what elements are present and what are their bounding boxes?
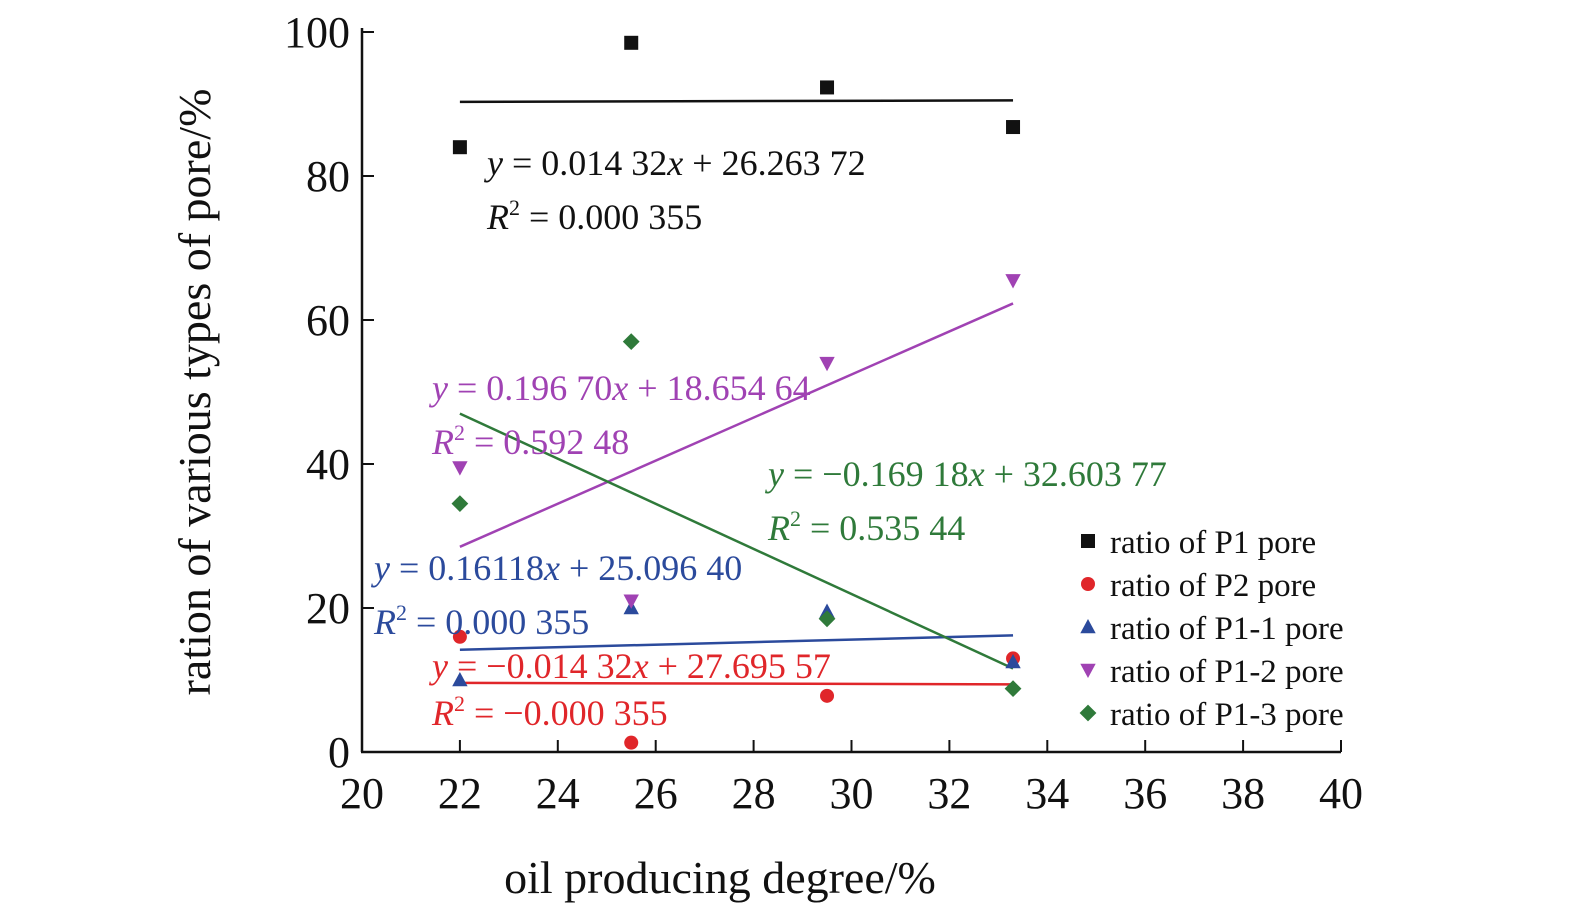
x-tick-label: 34 — [1025, 769, 1069, 818]
svg-text:R2 = 0.000 355: R2 = 0.000 355 — [486, 195, 702, 237]
trendline-3 — [459, 302, 1014, 548]
data-point-s3-0 — [452, 461, 468, 476]
equation-p1-3: y = −0.169 18x + 32.603 77 R2 = 0.535 44 — [765, 454, 1167, 548]
y-axis-title: ration of various types of pore/% — [169, 89, 220, 696]
x-tick-label: 40 — [1319, 769, 1363, 818]
trendline-4 — [459, 412, 1014, 670]
x-tick-label: 24 — [536, 769, 580, 818]
legend-label: ratio of P1-1 pore — [1110, 611, 1344, 647]
legend-marker — [1079, 704, 1097, 722]
data-point-s4-3 — [1004, 680, 1022, 698]
svg-text:R2 = 0.592 48: R2 = 0.592 48 — [431, 420, 629, 462]
svg-text:R2 = 0.000 355: R2 = 0.000 355 — [373, 600, 589, 642]
x-tick-label: 22 — [438, 769, 482, 818]
y-tick-label: 100 — [284, 8, 350, 57]
y-tick-label: 20 — [306, 584, 350, 633]
equation-p1-1: y = 0.16118x + 25.096 40 R2 = 0.000 355 — [371, 548, 742, 642]
data-point-s0-2 — [820, 80, 835, 95]
legend-label: ratio of P1 pore — [1110, 525, 1316, 561]
svg-text:y = −0.014 32x + 27.695 57: y = −0.014 32x + 27.695 57 — [429, 646, 831, 686]
data-point-s3-1 — [623, 594, 639, 609]
data-point-s4-1 — [622, 333, 640, 350]
data-point-s1-0 — [452, 629, 467, 644]
data-markers — [451, 35, 1022, 750]
legend-label: ratio of P1-3 pore — [1110, 697, 1344, 733]
data-point-s1-2 — [820, 688, 835, 703]
legend-marker — [1080, 618, 1096, 634]
x-tick-label: 20 — [340, 769, 384, 818]
data-point-s1-1 — [624, 735, 639, 750]
legend-marker — [1081, 577, 1095, 591]
data-point-s2-3 — [1005, 653, 1021, 669]
axis-ticks — [361, 31, 1342, 753]
legend: ratio of P1 pore ratio of P2 pore ratio of… — [1079, 525, 1344, 733]
svg-text:y = 0.196 70x + 18.654 64: y = 0.196 70x + 18.654 64 — [429, 368, 811, 408]
data-point-s3-3 — [1005, 274, 1021, 289]
data-point-s0-3 — [1006, 120, 1021, 135]
svg-text:y = −0.169 18x + 32.603 77: y = −0.169 18x + 32.603 77 — [765, 454, 1167, 494]
y-tick-label: 40 — [306, 440, 350, 489]
svg-text:R2 = −0.000 355: R2 = −0.000 355 — [431, 691, 668, 733]
x-tick-label: 32 — [927, 769, 971, 818]
trendline-0 — [459, 99, 1014, 104]
equation-p1: y = 0.014 32x + 26.263 72 R2 = 0.000 355 — [484, 143, 866, 237]
legend-label: ratio of P2 pore — [1110, 568, 1316, 604]
svg-text:y = 0.014 32x + 26.263 72: y = 0.014 32x + 26.263 72 — [484, 143, 866, 183]
equation-p2: y = −0.014 32x + 27.695 57 R2 = −0.000 3… — [429, 646, 831, 733]
data-point-s4-0 — [451, 495, 469, 512]
x-tick-label: 26 — [634, 769, 678, 818]
y-tick-label: 60 — [306, 296, 350, 345]
y-tick-label: 0 — [328, 728, 350, 777]
legend-marker — [1080, 663, 1096, 679]
x-axis-title: oil producing degree/% — [504, 852, 936, 903]
y-tick-labels: 0 20 40 60 80 100 — [284, 8, 350, 777]
legend-marker — [1081, 534, 1095, 548]
x-tick-label: 30 — [830, 769, 874, 818]
data-point-s0-1 — [624, 35, 639, 50]
equation-p1-2: y = 0.196 70x + 18.654 64 R2 = 0.592 48 — [429, 368, 811, 462]
data-point-s3-2 — [819, 356, 835, 372]
trendlines — [459, 99, 1014, 686]
trendline-1 — [459, 681, 1014, 686]
x-tick-label: 36 — [1123, 769, 1167, 818]
data-point-s0-0 — [452, 140, 467, 155]
x-tick-labels: 20 22 24 26 28 30 32 34 36 38 40 — [340, 769, 1363, 818]
legend-label: ratio of P1-2 pore — [1110, 654, 1344, 690]
trendline-2 — [459, 634, 1014, 652]
x-tick-label: 38 — [1221, 769, 1265, 818]
data-point-s2-0 — [452, 671, 468, 687]
y-tick-label: 80 — [306, 152, 350, 201]
x-tick-label: 28 — [732, 769, 776, 818]
data-point-s4-2 — [818, 610, 836, 628]
svg-text:R2 = 0.535 44: R2 = 0.535 44 — [767, 506, 965, 548]
svg-text:y = 0.16118x + 25.096 40: y = 0.16118x + 25.096 40 — [371, 548, 742, 588]
